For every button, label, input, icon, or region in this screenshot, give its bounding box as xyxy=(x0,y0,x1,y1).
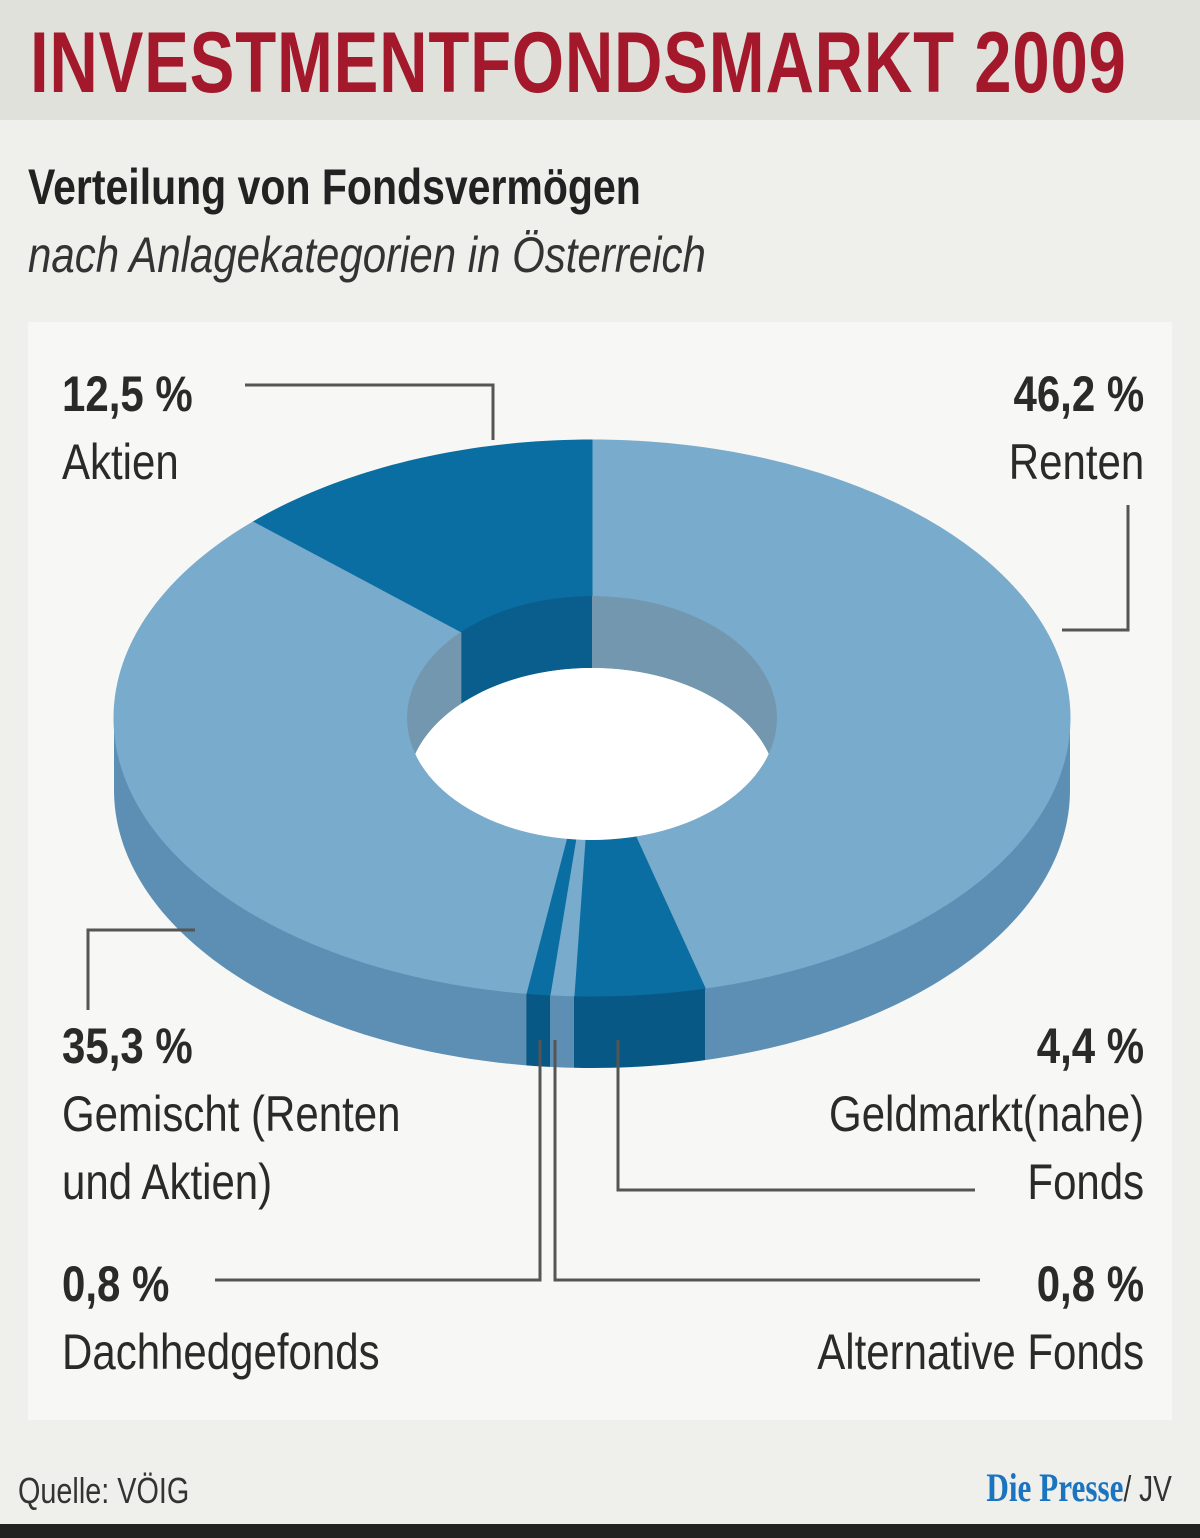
inner-wall xyxy=(407,631,567,840)
header-band xyxy=(0,0,1200,120)
label-geldmarkt: 4,4 % Geldmarkt(nahe) Fonds xyxy=(829,1012,1144,1216)
category-label: Alternative Fonds xyxy=(817,1324,1144,1380)
category-label: Aktien xyxy=(62,434,179,490)
slice-side-renten xyxy=(705,718,1070,1061)
leader-line-renten xyxy=(1062,505,1130,632)
slice-side-dachhedgefonds xyxy=(526,993,551,1067)
label-gemischt: 35,3 % Gemischt (Renten und Aktien) xyxy=(62,1012,400,1216)
leader-line-alternative xyxy=(553,1040,980,1282)
data-label: 0,8 % xyxy=(62,1256,170,1312)
label-renten: 46,2 % Renten xyxy=(1009,360,1144,496)
label-aktien: 12,5 % Aktien xyxy=(62,360,193,496)
leader-lines xyxy=(86,383,1130,1282)
brand-logo: Die Presse xyxy=(986,1465,1124,1510)
data-label: 4,4 % xyxy=(1036,1018,1144,1074)
leader-line-aktien xyxy=(245,383,495,440)
inner-wall xyxy=(461,596,592,704)
label-dachhedgefonds: 0,8 % Dachhedgefonds xyxy=(62,1250,380,1386)
label-alternative: 0,8 % Alternative Fonds xyxy=(817,1250,1144,1386)
data-label: 0,8 % xyxy=(1036,1256,1144,1312)
leader-line-dachhedge xyxy=(215,1040,542,1282)
data-label: 35,3 % xyxy=(62,1018,193,1074)
category-label: Fonds xyxy=(1027,1154,1144,1210)
slice-side-geldmarkt(nahe) xyxy=(573,988,706,1068)
data-label: 46,2 % xyxy=(1013,366,1144,422)
leader-line-gemischt xyxy=(86,928,195,1010)
data-label: 12,5 % xyxy=(62,366,193,422)
leader-line-geldmarkt xyxy=(616,1040,975,1192)
category-label: Gemischt (Renten xyxy=(62,1086,401,1142)
brand-credit: Die Presse/ JV xyxy=(986,1464,1172,1511)
footer-bar xyxy=(0,1524,1200,1538)
chart-subtitle-secondary: nach Anlagekategorien in Österreich xyxy=(28,227,706,283)
hole-opening xyxy=(407,668,777,840)
category-label: Geldmarkt(nahe) xyxy=(828,1086,1144,1142)
category-label: Dachhedgefonds xyxy=(62,1324,380,1380)
category-label: und Aktien) xyxy=(62,1154,273,1210)
chart-subtitle: Verteilung von Fondsvermögen xyxy=(28,159,641,215)
author-credit: / JV xyxy=(1123,1468,1172,1509)
source-note: Quelle: VÖIG xyxy=(18,1470,190,1511)
category-label: Renten xyxy=(1008,434,1144,490)
page-title: INVESTMENTFONDSMARKT 2009 xyxy=(30,15,1127,111)
